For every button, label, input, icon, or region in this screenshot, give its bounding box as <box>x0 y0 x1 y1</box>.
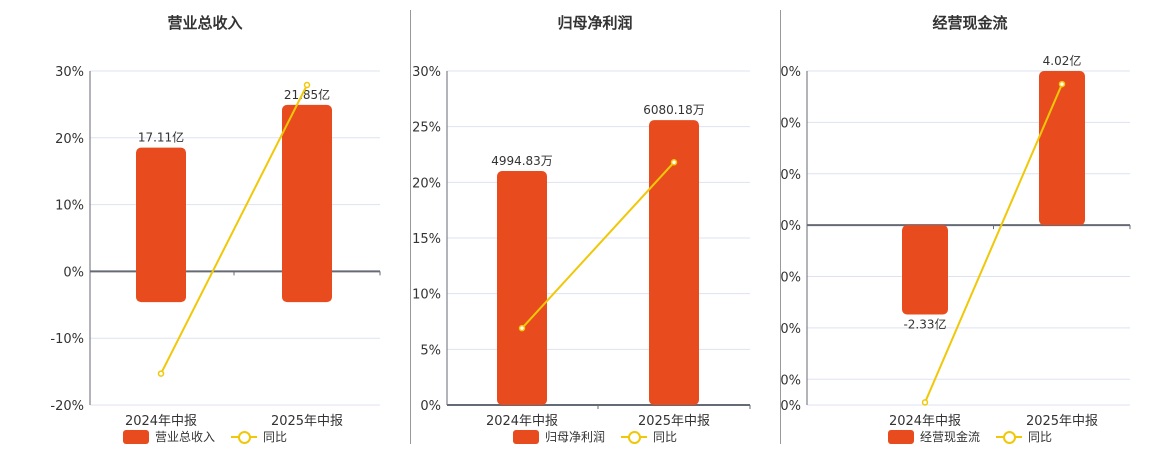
y-tick-label: -20% <box>50 399 84 414</box>
bar-data-label: -2.33亿 <box>903 317 946 332</box>
y-tick-label: -350% <box>780 399 801 414</box>
chart-title: 营业总收入 <box>167 14 243 32</box>
y-tick-label: 25% <box>412 121 441 136</box>
y-tick-label: 30% <box>55 65 84 80</box>
divider <box>410 10 411 444</box>
legend-line-label[interactable]: 同比 <box>263 430 288 444</box>
y-tick-label: 10% <box>412 288 441 303</box>
legend-line-swatch[interactable] <box>621 430 647 444</box>
yoy-line <box>160 84 308 375</box>
legend: 经营现金流 同比 <box>780 428 1160 445</box>
legend-line-label[interactable]: 同比 <box>1028 430 1053 444</box>
y-tick-label: 0% <box>420 399 441 414</box>
y-tick-label: 200% <box>780 116 801 131</box>
yoy-line <box>521 161 675 329</box>
yoy-point <box>303 81 311 89</box>
bar <box>902 225 948 315</box>
y-tick-label: 5% <box>420 343 441 358</box>
y-tick-label: 15% <box>412 232 441 247</box>
y-tick-label: -100% <box>780 271 801 286</box>
legend-line-swatch[interactable] <box>231 430 257 444</box>
bar <box>282 104 332 303</box>
yoy-point <box>921 399 929 406</box>
chart-net-profit: 归母净利润 0% 5% 10% 15% 20% 25% 30% 2024年中报 2025年中报 4… <box>410 0 780 450</box>
chart-svg: -350% -300% -200% -100% 0% 100% 200% 300% 2024年中… <box>780 53 1131 429</box>
legend-bar-label[interactable]: 营业总收入 <box>154 430 215 444</box>
legend: 归母净利润 同比 <box>410 428 780 445</box>
legend-bar-swatch[interactable] <box>122 429 149 444</box>
y-tick-label: -200% <box>780 322 801 337</box>
x-tick-label: 2025年中报 <box>271 414 343 429</box>
chart-title: 经营现金流 <box>932 14 1008 32</box>
bar <box>497 171 547 405</box>
bar <box>136 147 186 303</box>
legend-bar-swatch[interactable] <box>887 429 914 444</box>
y-tick-label: -300% <box>780 373 801 388</box>
chart-revenue: 营业总收入 -20% -10% 0% 10% 20% 30% 2024年中报 2025年中报 1… <box>0 0 410 450</box>
y-tick-label: 10% <box>55 199 84 214</box>
legend-line-label[interactable]: 同比 <box>653 430 678 444</box>
bar-data-label: 6080.18万 <box>643 103 705 117</box>
legend-bar-swatch[interactable] <box>512 429 539 444</box>
bar <box>649 120 699 405</box>
yoy-point <box>518 324 526 332</box>
yoy-line <box>924 83 1063 403</box>
x-tick-label: 2024年中报 <box>125 414 197 429</box>
y-tick-label: 30% <box>412 65 441 80</box>
y-tick-label: 300% <box>780 65 801 80</box>
yoy-point <box>670 159 678 166</box>
bar-data-label: 17.11亿 <box>138 130 184 145</box>
yoy-point <box>157 370 165 377</box>
legend: 营业总收入 同比 <box>0 428 410 445</box>
chart-svg: -20% -10% 0% 10% 20% 30% 2024年中报 2025年中报 17.11亿 2… <box>50 65 381 429</box>
chart-title: 归母净利润 <box>557 14 633 32</box>
y-tick-label: -10% <box>50 332 84 347</box>
divider <box>780 10 781 444</box>
x-tick-label: 2024年中报 <box>486 414 558 429</box>
chart-svg: 0% 5% 10% 15% 20% 25% 30% 2024年中报 2025年中报 4994.83… <box>412 65 751 429</box>
bar-data-label: 21.85亿 <box>284 87 330 102</box>
x-tick-label: 2025年中报 <box>638 414 710 429</box>
y-tick-label: 0% <box>63 265 84 280</box>
y-tick-label: 20% <box>55 132 84 147</box>
x-tick-label: 2025年中报 <box>1026 414 1098 429</box>
y-tick-label: 0% <box>780 219 801 234</box>
bar <box>1039 71 1085 226</box>
bar-data-label: 4994.83万 <box>491 154 553 168</box>
chart-operating-cashflow: 经营现金流 -350% -300% -200% -100% 0% 100% 200% 300%… <box>780 0 1160 450</box>
yoy-point <box>1058 80 1066 88</box>
bar-data-label: 4.02亿 <box>1043 53 1082 68</box>
legend-bar-label[interactable]: 经营现金流 <box>919 430 980 444</box>
legend-line-swatch[interactable] <box>996 430 1022 444</box>
x-tick-label: 2024年中报 <box>889 414 961 429</box>
legend-bar-label[interactable]: 归母净利润 <box>544 430 605 444</box>
y-tick-label: 100% <box>780 168 801 183</box>
y-tick-label: 20% <box>412 176 441 191</box>
